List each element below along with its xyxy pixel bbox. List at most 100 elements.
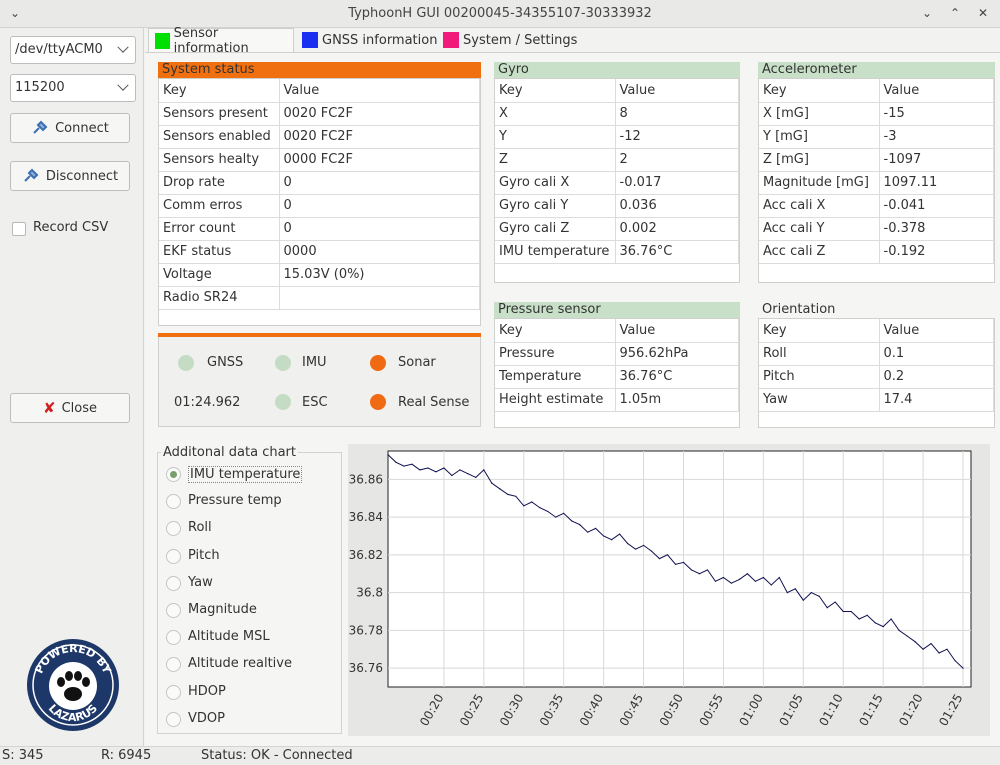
chart-option-radio[interactable]	[166, 684, 181, 700]
table-row[interactable]: Temperature 36.76°C	[495, 365, 739, 389]
table-row[interactable]: Comm erros 0	[159, 194, 480, 218]
chart-option-radio[interactable]	[166, 711, 181, 727]
disconnect-button[interactable]: Disconnect	[10, 161, 130, 191]
window-menu-icon[interactable]: ⌄	[9, 6, 21, 20]
tab-system-settings[interactable]: System / Settings	[437, 28, 583, 52]
record-csv-checkbox[interactable]	[12, 222, 26, 236]
tab-gnss-information[interactable]: GNSS information	[296, 28, 443, 52]
table-row[interactable]: Y -12	[495, 125, 739, 149]
value-column-header[interactable]: Value	[879, 319, 994, 343]
table-row[interactable]: Roll 0.1	[759, 342, 994, 366]
chart-option-radio[interactable]	[166, 548, 181, 564]
chart-option-label[interactable]: VDOP	[188, 710, 225, 726]
data-point	[403, 465, 405, 467]
value-column-header[interactable]: Value	[879, 79, 994, 103]
gyro-grid[interactable]: Key Value X 8 Y -12 Z 2 Gyro cali X -0.017 Gyro ca…	[494, 78, 740, 283]
table-row[interactable]: X [mG] -15	[759, 102, 994, 126]
table-row[interactable]: Gyro cali Z 0.002	[495, 217, 739, 241]
key-cell: Y [mG]	[759, 125, 880, 149]
port-select[interactable]: /dev/ttyACM0	[10, 36, 136, 64]
chart-option-label[interactable]: Altitude realtive	[188, 656, 292, 672]
chart-option-label[interactable]: Magnitude	[188, 602, 257, 617]
table-row[interactable]: EKF status 0000	[159, 240, 480, 264]
y-tick-label: 36.78	[349, 623, 383, 637]
chart-option-radio[interactable]	[166, 630, 181, 646]
chart-option-radio[interactable]	[166, 603, 181, 618]
table-row[interactable]: Drop rate 0	[159, 171, 480, 195]
chart-option-label[interactable]: Pitch	[188, 547, 220, 563]
table-row[interactable]: Sensors present 0020 FC2F	[159, 102, 480, 126]
table-row[interactable]: Yaw 17.4	[759, 388, 994, 412]
chart-option-label[interactable]: Altitude MSL	[188, 629, 270, 645]
key-column-header[interactable]: Key	[495, 319, 616, 343]
tab-sensor-information[interactable]: Sensor information	[148, 26, 294, 56]
chart-option-label[interactable]: Roll	[188, 520, 212, 536]
data-point	[810, 592, 812, 594]
table-row[interactable]: Height estimate 1.05m	[495, 388, 739, 412]
table-row[interactable]: Pitch 0.2	[759, 365, 994, 389]
gnss-label: GNSS	[207, 355, 244, 370]
table-row[interactable]: Acc cali X -0.041	[759, 194, 994, 218]
x-tick-label: 00:45	[617, 692, 646, 729]
key-cell: Sensors enabled	[159, 125, 280, 149]
table-row[interactable]: Y [mG] -3	[759, 125, 994, 149]
data-point	[515, 495, 517, 497]
system-status-grid[interactable]: Key Value Sensors present 0020 FC2F Sensors …	[158, 78, 481, 326]
chart-option-radio[interactable]	[166, 575, 181, 591]
disconnect-label: Disconnect	[45, 168, 119, 184]
table-row[interactable]: Sensors healty 0000 FC2F	[159, 148, 480, 172]
data-point	[587, 531, 589, 533]
x-tick-label: 01:10	[816, 692, 845, 729]
table-row[interactable]: Magnitude [mG] 1097.11	[759, 171, 994, 195]
table-row[interactable]: Error count 0	[159, 217, 480, 241]
maximize-icon[interactable]: ⌃	[949, 6, 961, 20]
key-column-header[interactable]: Key	[495, 79, 616, 103]
data-point	[611, 539, 613, 541]
connect-button[interactable]: Connect	[10, 113, 130, 143]
table-header-row: Key Value	[759, 319, 994, 343]
key-cell: Roll	[759, 342, 880, 366]
chart-option-label[interactable]: Yaw	[188, 574, 213, 590]
chart-option-radio[interactable]	[166, 467, 181, 482]
table-row[interactable]: Gyro cali X -0.017	[495, 171, 739, 195]
chart-option-label[interactable]: Pressure temp	[188, 493, 282, 509]
pressure-grid[interactable]: Key Value Pressure 956.62hPa Temperature 36.7…	[494, 318, 740, 428]
close-window-icon[interactable]: ✕	[977, 6, 989, 20]
data-point	[475, 476, 477, 479]
accel-grid[interactable]: Key Value X [mG] -15 Y [mG] -3 Z [mG] -1097 Magn…	[758, 78, 995, 283]
chart-option-label[interactable]: HDOP	[188, 683, 226, 699]
key-column-header[interactable]: Key	[759, 319, 880, 343]
key-column-header[interactable]: Key	[159, 79, 280, 103]
chart-option-label[interactable]: IMU temperature	[188, 466, 303, 483]
table-row[interactable]: Acc cali Z -0.192	[759, 240, 994, 264]
y-tick-label: 36.86	[349, 472, 383, 486]
table-row[interactable]: Pressure 956.62hPa	[495, 342, 739, 366]
x-tick-label: 00:25	[457, 692, 486, 729]
value-column-header[interactable]: Value	[279, 79, 480, 103]
minimize-icon[interactable]: ⌄	[921, 6, 933, 20]
table-row[interactable]: Radio SR24	[159, 286, 480, 310]
table-row[interactable]: Sensors enabled 0020 FC2F	[159, 125, 480, 149]
table-row[interactable]: Voltage 15.03V (0%)	[159, 263, 480, 287]
orientation-grid[interactable]: Key Value Roll 0.1 Pitch 0.2 Yaw 17.4	[758, 318, 995, 428]
chart-option-radio[interactable]	[166, 494, 181, 510]
table-row[interactable]: Z [mG] -1097	[759, 148, 994, 172]
table-row[interactable]: Gyro cali Y 0.036	[495, 194, 739, 218]
baud-select[interactable]: 115200	[10, 74, 136, 102]
table-row[interactable]: Acc cali Y -0.378	[759, 217, 994, 241]
value-column-header[interactable]: Value	[615, 319, 739, 343]
value-cell: 2	[615, 148, 739, 172]
close-button[interactable]: ✘ Close	[10, 393, 130, 423]
key-column-header[interactable]: Key	[759, 79, 880, 103]
data-point	[730, 582, 733, 584]
tab-bar: Sensor information GNSS information Syst…	[145, 26, 1000, 56]
table-row[interactable]: IMU temperature 36.76°C	[495, 240, 739, 264]
chart-option-radio[interactable]	[166, 657, 181, 673]
connect-label: Connect	[55, 120, 109, 136]
value-column-header[interactable]: Value	[615, 79, 739, 103]
value-cell: -0.017	[615, 171, 739, 195]
data-point	[443, 467, 445, 469]
chart-option-radio[interactable]	[166, 521, 181, 537]
